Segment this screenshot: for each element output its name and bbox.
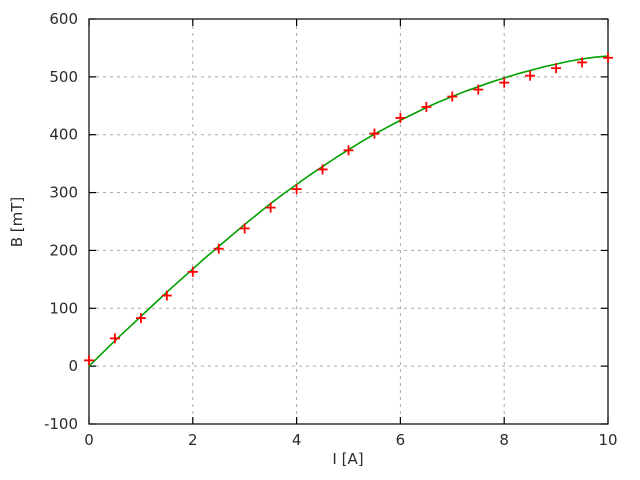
data-point-marker bbox=[109, 333, 120, 344]
x-tick-label: 6 bbox=[396, 431, 406, 449]
y-axis-title: B [mT] bbox=[8, 197, 26, 248]
y-tick-label: 300 bbox=[49, 184, 78, 202]
data-point-marker bbox=[395, 112, 406, 123]
data-point-marker bbox=[135, 313, 146, 324]
data-point-marker bbox=[447, 91, 458, 102]
data-point-marker bbox=[577, 57, 588, 68]
y-tick-label: 0 bbox=[68, 357, 78, 375]
plot-frame bbox=[88, 18, 609, 425]
y-tick-label: 200 bbox=[49, 241, 78, 259]
data-point-marker bbox=[473, 84, 484, 95]
data-point-marker bbox=[187, 266, 198, 277]
data-point-marker bbox=[603, 52, 613, 63]
x-tick-label: 2 bbox=[188, 431, 198, 449]
x-tick-label: 8 bbox=[499, 431, 509, 449]
data-point-marker bbox=[161, 290, 172, 301]
y-tick-label: 100 bbox=[49, 299, 78, 317]
x-tick-label: 10 bbox=[598, 431, 617, 449]
data-point-markers bbox=[84, 52, 613, 366]
data-point-marker bbox=[343, 145, 354, 156]
y-tick-label: 600 bbox=[49, 10, 78, 28]
x-axis-tick-labels: 0 2 4 6 8 10 bbox=[84, 431, 617, 449]
data-point-marker bbox=[291, 184, 302, 195]
y-tick-label: 400 bbox=[49, 126, 78, 144]
data-point-marker bbox=[317, 164, 328, 175]
data-point-marker bbox=[499, 77, 510, 88]
x-tick-label: 4 bbox=[292, 431, 302, 449]
data-point-marker bbox=[84, 355, 94, 366]
data-point-marker bbox=[525, 70, 536, 81]
x-axis-title: I [A] bbox=[332, 450, 363, 468]
y-axis-tick-labels: -100 0 100 200 300 400 500 600 bbox=[44, 10, 78, 433]
data-point-marker bbox=[551, 63, 562, 74]
data-point-marker bbox=[265, 202, 276, 213]
data-point-marker bbox=[213, 243, 224, 254]
data-point-marker bbox=[239, 223, 250, 234]
y-tick-label: 500 bbox=[49, 68, 78, 86]
gridlines bbox=[89, 19, 608, 424]
y-tick-label: -100 bbox=[44, 415, 78, 433]
data-point-marker bbox=[421, 101, 432, 112]
data-point-marker bbox=[369, 128, 380, 139]
x-tick-label: 0 bbox=[84, 431, 94, 449]
